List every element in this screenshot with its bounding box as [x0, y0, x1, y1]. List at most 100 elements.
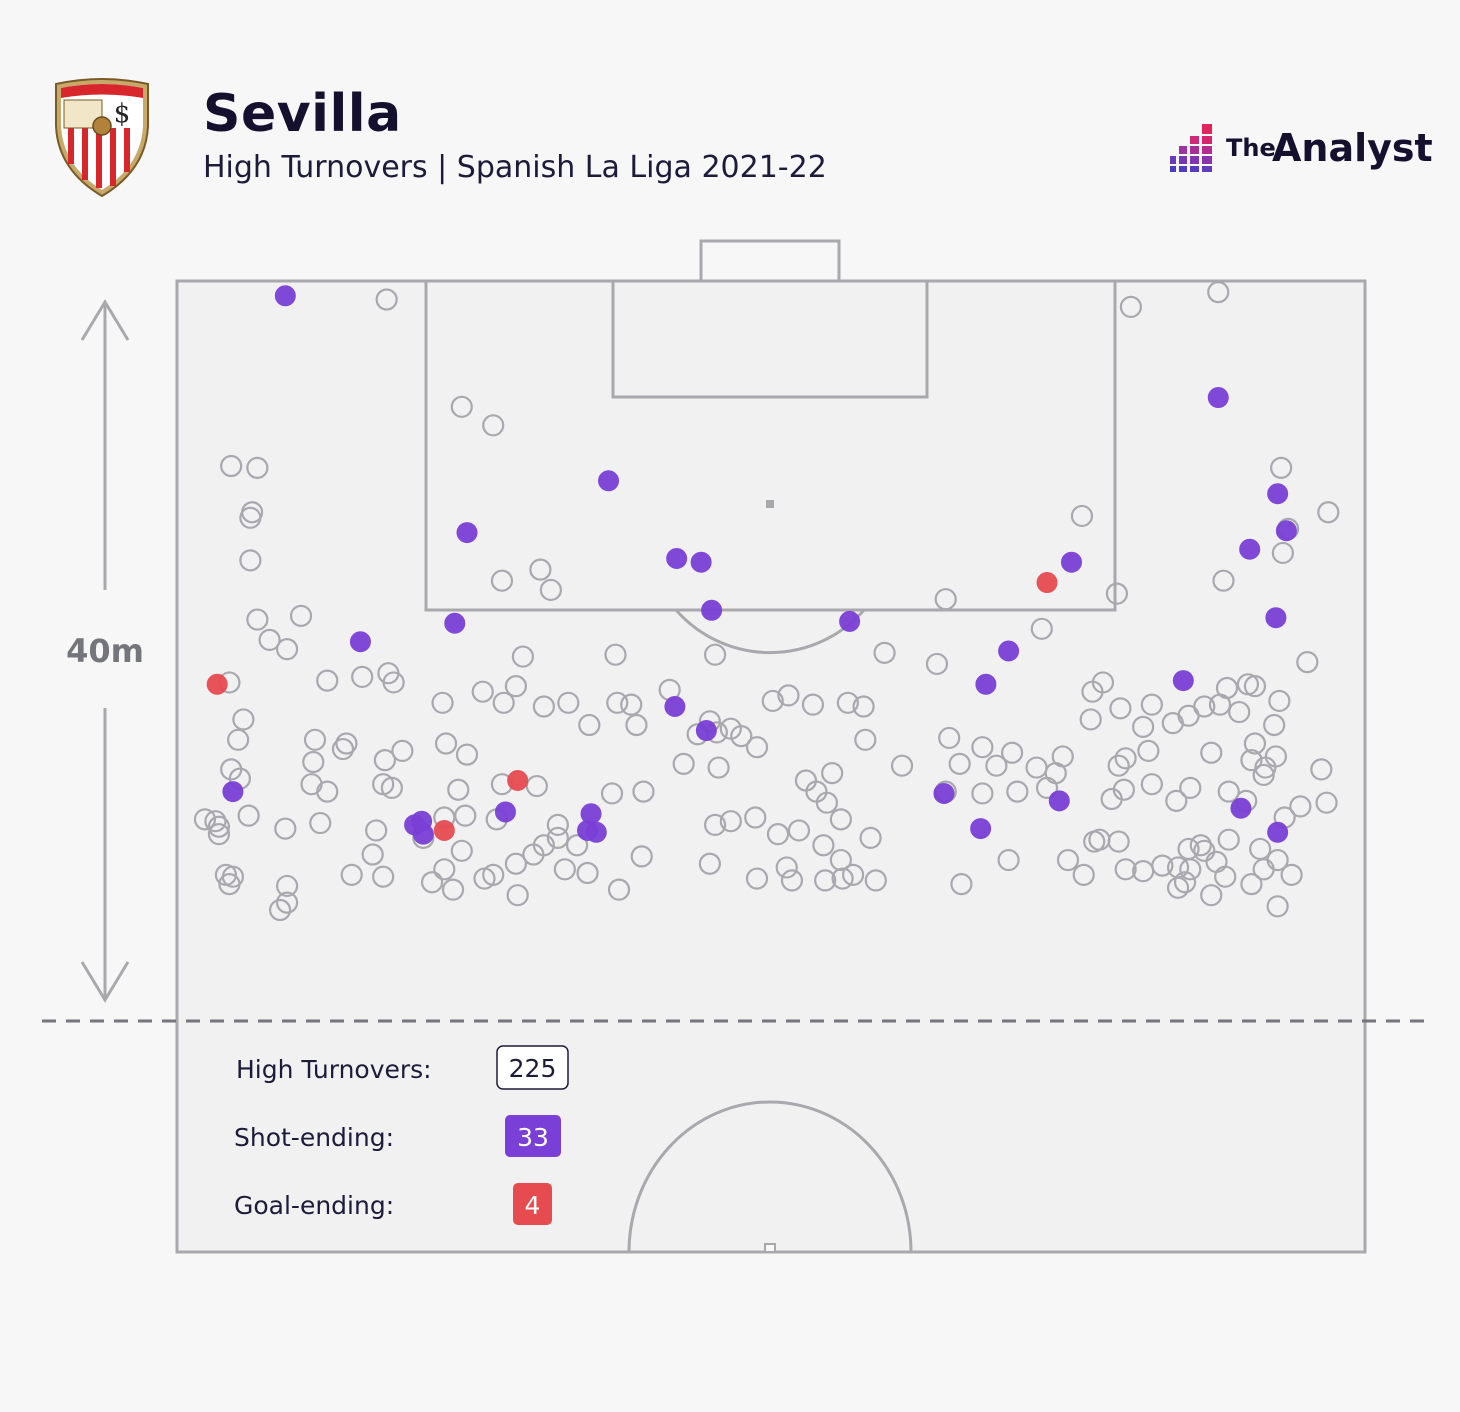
- turnover-point: [1179, 858, 1202, 881]
- turnover-point: [971, 782, 994, 805]
- turnover-point: [434, 732, 458, 755]
- the-analyst-logo-icon: [1170, 124, 1212, 172]
- turnover-point: [335, 732, 358, 755]
- turnover-point: [1315, 791, 1338, 814]
- turnover-point: [220, 454, 243, 478]
- page-title: Sevilla: [203, 84, 402, 144]
- turnover-point: [258, 628, 281, 652]
- turnover-point: [632, 780, 655, 803]
- turnover-point: [1317, 501, 1340, 524]
- shot-ending-point: [664, 696, 686, 717]
- turnover-point: [268, 898, 292, 922]
- arrow-up-icon: [80, 299, 130, 341]
- turnover-point: [1270, 456, 1293, 479]
- centre-spot: [764, 1243, 776, 1253]
- turnover-point: [351, 665, 374, 689]
- turnover-point: [745, 867, 769, 890]
- turnover-point: [433, 858, 456, 881]
- turnover-point: [997, 848, 1020, 872]
- shot-ending-point: [444, 612, 466, 634]
- shot-ending-point: [598, 470, 620, 492]
- turnover-point: [450, 839, 473, 862]
- turnover-point: [365, 819, 388, 842]
- turnover-point: [578, 713, 601, 737]
- turnover-point: [950, 872, 973, 896]
- turnover-point: [1268, 689, 1291, 713]
- turnover-point: [1140, 693, 1163, 716]
- shot-ending-point: [274, 285, 296, 307]
- legend-item-goal-ending: Goal-ending: 4: [234, 1183, 552, 1225]
- turnover-point: [1200, 741, 1223, 764]
- six-yard-box: [611, 279, 929, 399]
- turnover-point: [821, 761, 844, 785]
- arrow-down-icon: [80, 961, 130, 1003]
- shot-ending-point: [1060, 551, 1082, 573]
- legend-item-high-turnovers: High Turnovers: 225: [236, 1045, 569, 1090]
- legend-value-shot-ending: 33: [517, 1123, 549, 1152]
- shot-ending-point: [412, 823, 434, 845]
- turnover-point: [237, 804, 260, 827]
- turnover-point: [227, 728, 250, 751]
- turnover-point: [431, 691, 454, 714]
- centre-circle-arc: [627, 1100, 913, 1253]
- turnover-point: [744, 806, 767, 829]
- turnover-point: [707, 756, 730, 779]
- turnover-points: [193, 281, 1340, 922]
- turnover-point: [504, 852, 528, 875]
- turnover-point: [331, 737, 355, 761]
- turnover-point: [1214, 865, 1237, 888]
- turnover-point: [454, 804, 477, 827]
- turnover-point: [239, 549, 262, 572]
- turnover-point: [504, 675, 528, 698]
- turnover-point: [1140, 773, 1163, 796]
- turnover-point: [1217, 780, 1240, 803]
- shot-ending-point: [690, 551, 712, 573]
- turnover-point: [1112, 778, 1136, 801]
- turnover-point: [1083, 830, 1106, 853]
- turnover-point: [1166, 876, 1190, 899]
- turnover-point: [1072, 863, 1095, 886]
- svg-text:$: $: [114, 99, 131, 129]
- turnover-point: [1000, 741, 1024, 764]
- turnover-point: [532, 695, 555, 718]
- turnover-point: [232, 708, 255, 731]
- turnover-point: [854, 728, 877, 751]
- turnover-point: [730, 724, 753, 748]
- turnover-point: [302, 750, 325, 774]
- turnover-point: [948, 752, 971, 775]
- distance-label: 40m: [66, 632, 144, 670]
- turnover-point: [831, 867, 854, 890]
- shot-ending-point: [701, 599, 723, 621]
- turnover-point: [546, 826, 569, 849]
- turnover-point: [787, 819, 811, 842]
- turnover-point: [836, 691, 859, 714]
- shot-ending-point: [577, 819, 599, 841]
- legend-label-goal-ending: Goal-ending:: [234, 1191, 394, 1220]
- brand-name: Analyst: [1272, 126, 1433, 170]
- turnover-point: [275, 891, 299, 914]
- turnover-point: [1179, 776, 1202, 800]
- turnover-point: [207, 823, 231, 846]
- shot-ending-point: [222, 781, 244, 803]
- turnover-point: [801, 693, 825, 716]
- turnover-point: [492, 691, 515, 714]
- shot-ending-point: [970, 818, 992, 840]
- turnover-point: [1266, 895, 1289, 918]
- shot-ending-point: [1172, 670, 1194, 692]
- shot-ending-point: [1275, 520, 1297, 542]
- turnover-point: [1165, 789, 1188, 812]
- turnover-point: [546, 813, 569, 837]
- turnover-point: [829, 808, 852, 831]
- turnover-point: [625, 713, 648, 737]
- legend-value-goal-ending: 4: [525, 1191, 541, 1220]
- turnover-point: [859, 826, 882, 849]
- turnover-point: [490, 569, 514, 592]
- turnover-point: [1252, 858, 1275, 881]
- turnover-point: [814, 869, 837, 892]
- turnover-point: [719, 810, 742, 833]
- turnover-point: [316, 669, 339, 692]
- shot-ending-point: [998, 640, 1020, 662]
- turnover-point: [316, 780, 339, 803]
- turnover-point: [745, 736, 769, 759]
